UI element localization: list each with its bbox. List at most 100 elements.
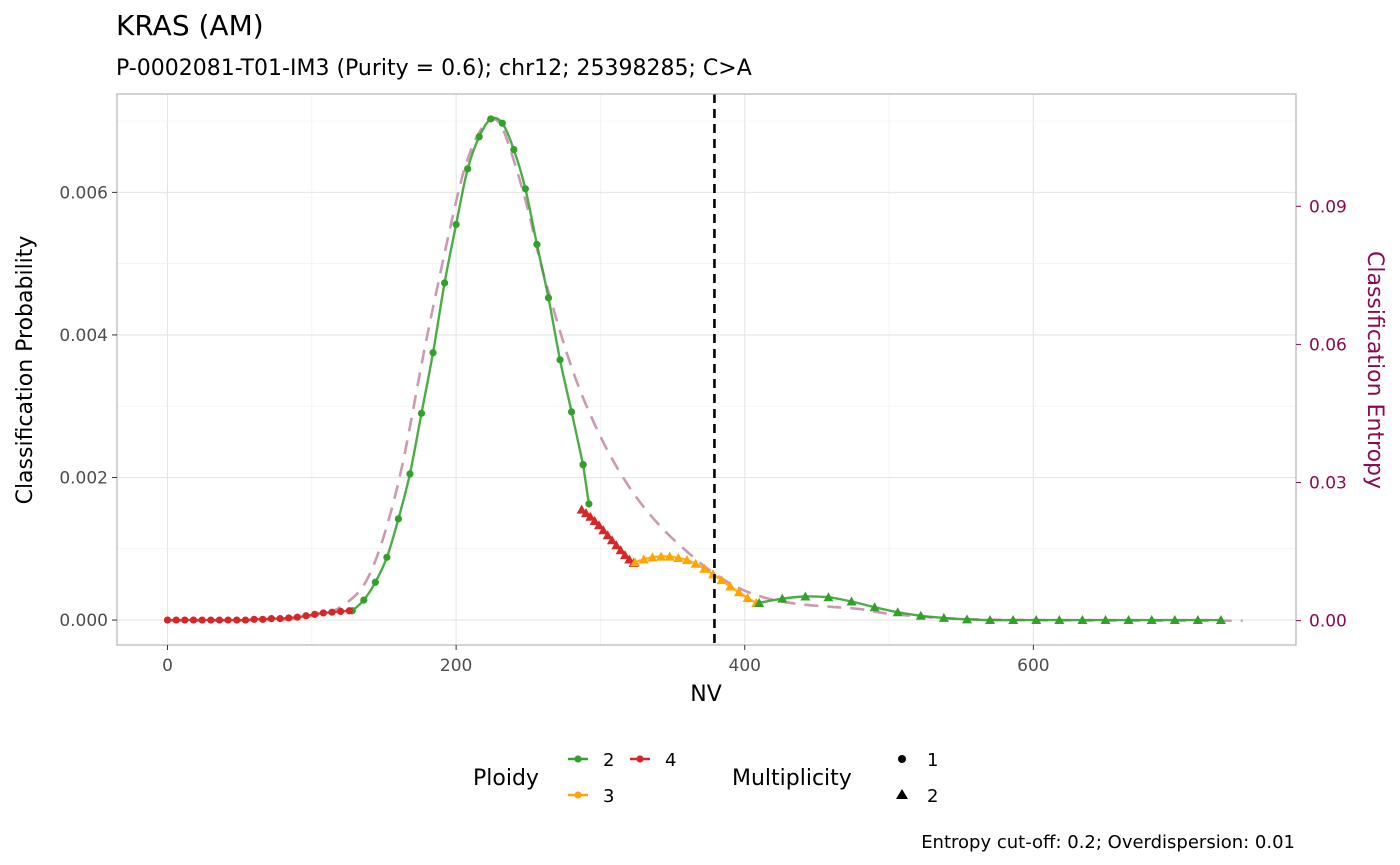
legend-ploidy-label-3: 3 — [603, 786, 614, 807]
data-points — [163, 115, 1226, 625]
triangle-point-ploidy-2 — [1054, 615, 1065, 625]
x-tick-label: 200 — [440, 656, 472, 676]
circle-point-ploidy-4 — [259, 615, 267, 623]
circle-point-ploidy-4 — [302, 612, 310, 620]
triangle-point-ploidy-2 — [1215, 615, 1226, 625]
triangle-point-ploidy-2 — [869, 602, 880, 612]
triangle-point-ploidy-3 — [656, 551, 667, 561]
circle-point-ploidy-2 — [567, 408, 576, 416]
triangle-point-ploidy-2 — [961, 614, 972, 624]
y-axis-title: Classification Probability — [13, 236, 38, 505]
circle-point-ploidy-2 — [498, 119, 506, 127]
circle-point-ploidy-4 — [267, 615, 276, 623]
y-tick-label: 0.002 — [59, 468, 108, 488]
x-axis-title: NV — [690, 682, 722, 707]
triangle-point-ploidy-2 — [846, 596, 857, 606]
triangle-point-ploidy-2 — [1169, 615, 1180, 625]
triangle-point-ploidy-3 — [699, 563, 710, 573]
circle-point-ploidy-2 — [556, 356, 564, 364]
triangle-point-ploidy-3 — [664, 551, 675, 561]
circle-point-ploidy-2 — [464, 165, 472, 173]
circle-point-ploidy-4 — [345, 607, 353, 615]
legend-multiplicity-title: Multiplicity — [732, 766, 852, 791]
circle-point-ploidy-4 — [328, 608, 336, 616]
legend-key-circle-multiplicity-1 — [898, 755, 906, 763]
circle-point-ploidy-4 — [276, 615, 284, 623]
circle-point-ploidy-4 — [293, 613, 301, 621]
circle-point-ploidy-2 — [579, 461, 587, 469]
triangle-point-ploidy-4 — [593, 520, 604, 530]
circle-point-ploidy-2 — [585, 500, 593, 508]
triangle-point-ploidy-4 — [576, 504, 587, 514]
circle-point-ploidy-2 — [417, 409, 426, 417]
triangle-point-ploidy-3 — [673, 553, 684, 563]
circle-point-ploidy-2 — [510, 145, 518, 154]
triangle-point-ploidy-2 — [1008, 615, 1019, 625]
circle-point-ploidy-4 — [198, 616, 206, 624]
triangle-point-ploidy-4 — [585, 511, 596, 521]
triangle-point-ploidy-4 — [606, 535, 617, 545]
legend-multiplicity-label-1: 1 — [927, 750, 938, 771]
x-tick-label: 0 — [162, 656, 173, 676]
y2-tick-label: 0.06 — [1309, 335, 1347, 355]
triangle-point-ploidy-3 — [690, 558, 701, 568]
y-tick-label: 0.000 — [59, 611, 108, 631]
y-tick-label: 0.006 — [59, 183, 108, 203]
triangle-point-ploidy-2 — [1100, 615, 1111, 625]
triangle-point-ploidy-4 — [581, 508, 592, 518]
circle-point-ploidy-4 — [224, 616, 232, 624]
circle-point-ploidy-2 — [394, 515, 403, 523]
circle-point-ploidy-2 — [452, 220, 460, 229]
circle-point-ploidy-4 — [181, 616, 189, 624]
triangle-point-ploidy-4 — [615, 545, 626, 555]
triangle-point-ploidy-3 — [682, 555, 693, 565]
grid — [117, 94, 1296, 645]
triangle-point-ploidy-4 — [602, 530, 613, 540]
triangle-point-ploidy-3 — [733, 587, 744, 597]
triangle-point-ploidy-4 — [611, 540, 622, 550]
circle-point-ploidy-2 — [533, 240, 541, 249]
triangle-point-ploidy-2 — [1146, 615, 1157, 625]
y2-tick-label: 0.00 — [1309, 612, 1347, 632]
triangle-point-ploidy-2 — [915, 610, 926, 620]
triangle-point-ploidy-4 — [598, 525, 609, 535]
panel-border — [116, 93, 1297, 646]
triangle-point-ploidy-2 — [985, 615, 996, 625]
chart-caption: Entropy cut-off: 0.2; Overdispersion: 0.… — [921, 832, 1295, 853]
circle-point-ploidy-4 — [233, 616, 241, 624]
triangle-point-ploidy-2 — [1077, 615, 1088, 625]
circle-point-ploidy-2 — [429, 349, 437, 357]
y2-tick-label: 0.03 — [1309, 474, 1347, 494]
entropy-curve — [167, 117, 1243, 622]
legend-ploidy-label-2: 2 — [603, 750, 614, 771]
legend-ploidy-title: Ploidy — [473, 766, 539, 791]
circle-point-ploidy-4 — [319, 609, 327, 617]
triangle-point-ploidy-3 — [716, 575, 727, 585]
legend-ploidy-label-4: 4 — [665, 750, 676, 771]
chart-title: KRAS (AM) — [116, 9, 264, 42]
circle-point-ploidy-4 — [250, 615, 258, 623]
circle-point-ploidy-2 — [521, 185, 529, 193]
circle-point-ploidy-4 — [189, 616, 198, 624]
x-tick-label: 600 — [1017, 656, 1049, 676]
circle-point-ploidy-2 — [440, 279, 449, 287]
triangle-point-ploidy-3 — [742, 592, 753, 602]
circle-point-ploidy-2 — [371, 578, 379, 586]
circle-point-ploidy-4 — [241, 616, 250, 624]
triangle-point-ploidy-2 — [1192, 615, 1203, 625]
triangle-point-ploidy-4 — [624, 554, 635, 564]
legend-key-triangle-multiplicity-2 — [896, 789, 908, 799]
triangle-point-ploidy-2 — [800, 591, 811, 601]
legend-multiplicity-label-2: 2 — [927, 786, 938, 807]
series-line-ploidy-4 — [167, 609, 350, 622]
circle-point-ploidy-4 — [285, 614, 293, 622]
y-tick-label: 0.004 — [59, 326, 108, 346]
triangle-point-ploidy-2 — [777, 593, 788, 603]
circle-point-ploidy-2 — [383, 553, 391, 561]
circle-point-ploidy-4 — [215, 616, 224, 624]
axes: 0 200 400 600 0.000 0.002 0.004 0.006 0.00 0.03 0.… — [59, 183, 1347, 676]
triangle-point-ploidy-2 — [823, 592, 834, 602]
circle-point-ploidy-2 — [475, 133, 483, 141]
triangle-point-ploidy-3 — [638, 554, 649, 564]
